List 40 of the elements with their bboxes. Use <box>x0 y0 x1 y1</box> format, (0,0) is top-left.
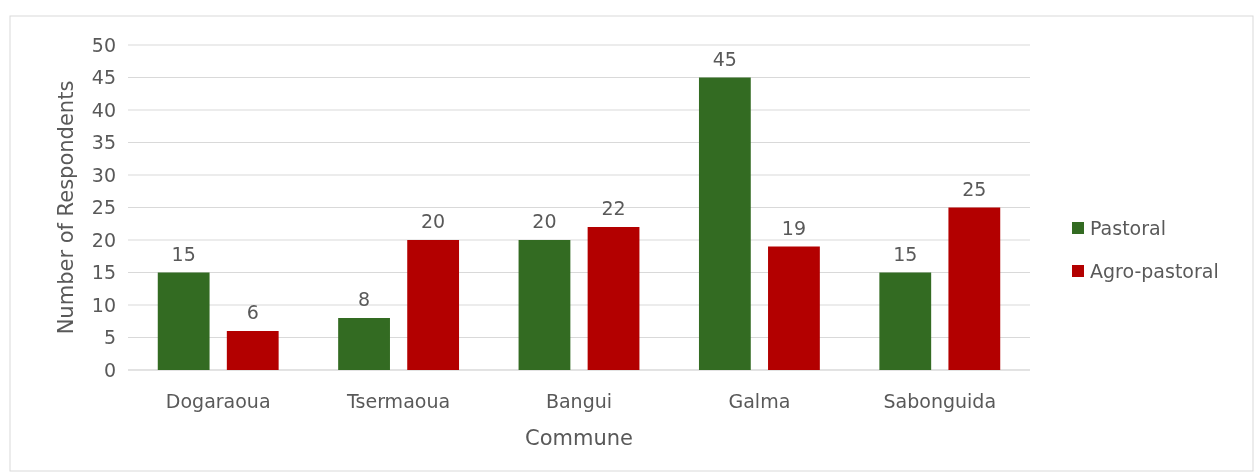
x-tick-label: Bangui <box>545 390 613 412</box>
bar <box>768 246 820 370</box>
data-label: 20 <box>532 210 557 232</box>
legend-label: Pastoral <box>1090 216 1166 239</box>
data-label: 25 <box>962 177 987 200</box>
bar <box>948 207 1001 370</box>
y-tick-label: 5 <box>103 326 116 349</box>
x-axis-title: Commune <box>525 426 633 450</box>
data-label: 22 <box>601 197 626 219</box>
data-label: 15 <box>893 242 918 265</box>
bar <box>518 240 571 370</box>
data-label: 20 <box>421 210 446 232</box>
y-tick-label: 10 <box>91 293 116 316</box>
bar <box>879 272 932 370</box>
y-axis-title: Number of Respondents <box>54 80 78 335</box>
y-tick-label: 15 <box>91 261 116 284</box>
legend-label: Agro-pastoral <box>1090 259 1219 282</box>
y-tick-label: 50 <box>91 33 116 56</box>
data-label: 6 <box>246 301 259 323</box>
y-tick-label: 20 <box>91 228 116 251</box>
y-tick-label: 45 <box>91 66 116 89</box>
data-label: 15 <box>171 242 196 265</box>
y-tick-label: 0 <box>103 358 116 381</box>
x-tick-label: Galma <box>728 390 791 412</box>
x-tick-label: Tsermaoua <box>346 390 451 412</box>
bar <box>698 77 751 370</box>
bar <box>407 240 460 370</box>
data-label: 8 <box>358 288 371 310</box>
bar <box>587 227 640 370</box>
y-tick-label: 30 <box>91 163 116 186</box>
bar <box>338 318 390 370</box>
y-tick-label: 35 <box>91 131 116 154</box>
x-tick-label: Dogaraoua <box>165 390 271 412</box>
bar <box>226 331 279 370</box>
bar <box>157 272 210 370</box>
y-tick-label: 25 <box>91 196 116 219</box>
x-tick-label: Sabonguida <box>883 390 997 412</box>
data-label: 45 <box>712 47 737 70</box>
data-label: 19 <box>781 216 807 239</box>
y-tick-label: 40 <box>91 98 116 121</box>
